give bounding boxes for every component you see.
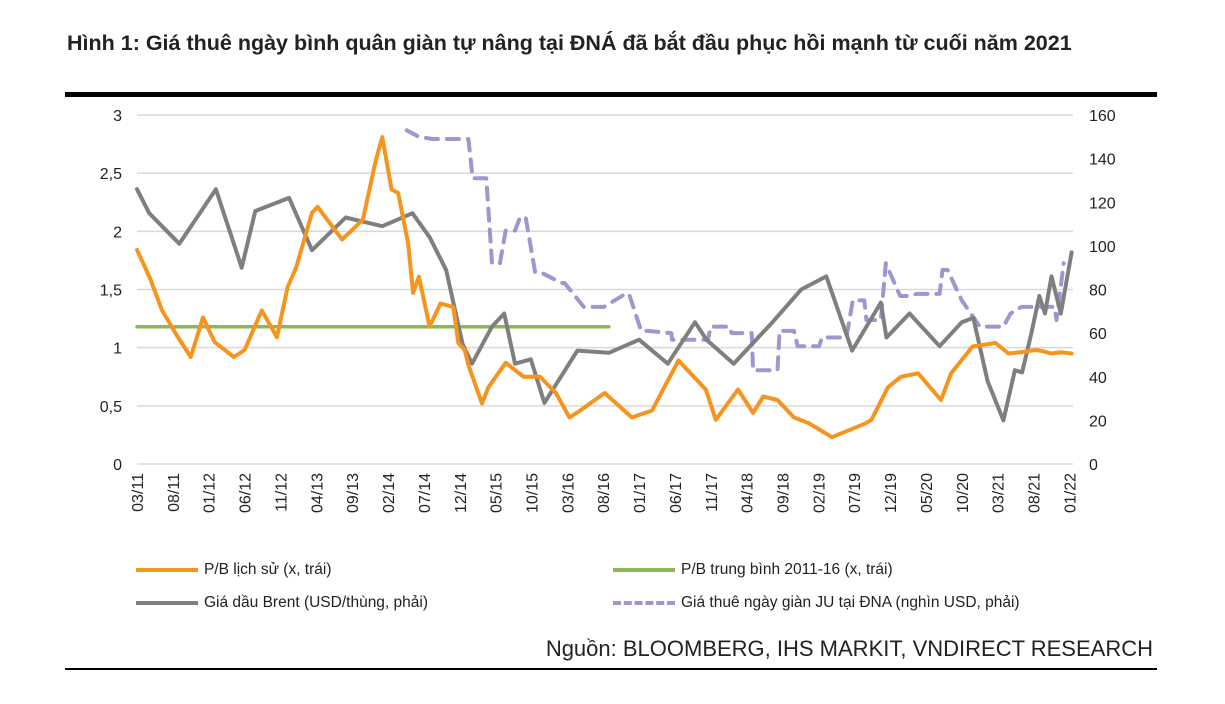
x-axis-tick-label: 01/17	[632, 473, 649, 513]
x-axis-tick-label: 05/15	[489, 473, 506, 513]
legend-label: P/B lịch sử (x, trái)	[204, 561, 332, 578]
right-axis-tick-label: 140	[1089, 152, 1116, 169]
right-axis-tick-label: 120	[1089, 195, 1116, 212]
x-axis-ticks: 03/11 08/11 01/12 06/12 11/12 04/13 09/13 02/14…	[130, 473, 1079, 513]
x-axis-tick-label: 12/19	[883, 473, 900, 513]
left-axis-tick-label: 2	[113, 224, 122, 241]
legend-item-brent: Giá dầu Brent (USD/thùng, phải)	[136, 594, 428, 612]
right-axis-tick-label: 80	[1089, 283, 1107, 300]
x-axis-tick-label: 07/19	[847, 473, 864, 513]
x-axis-tick-label: 03/21	[991, 473, 1008, 513]
x-axis-tick-label: 03/11	[130, 473, 147, 512]
x-axis-tick-label: 06/12	[238, 473, 255, 513]
right-axis-tick-label: 100	[1089, 239, 1116, 256]
x-axis-tick-label: 06/17	[668, 473, 685, 513]
x-axis-tick-label: 10/15	[524, 473, 541, 513]
x-axis-tick-label: 11/12	[273, 473, 290, 512]
legend-swatch-purple-dashed-line	[613, 601, 675, 605]
left-axis-tick-label: 0,5	[100, 399, 122, 416]
figure-title: Hình 1: Giá thuê ngày bình quân giàn tự …	[67, 31, 1072, 55]
x-axis-tick-label: 03/16	[560, 473, 577, 513]
legend-item-pb-average: P/B trung bình 2011-16 (x, trái)	[613, 561, 893, 579]
x-axis-tick-label: 01/12	[202, 473, 219, 513]
legend-label: Giá thuê ngày giàn JU tại ĐNA (nghìn USD…	[681, 594, 1020, 611]
x-axis-tick-label: 11/17	[704, 473, 721, 512]
left-axis-tick-label: 0	[113, 457, 122, 474]
gridlines	[137, 114, 1073, 465]
left-axis-tick-label: 2,5	[100, 166, 122, 183]
source-note: Nguồn: BLOOMBERG, IHS MARKIT, VNDIRECT R…	[545, 636, 1153, 661]
x-axis-tick-label: 09/18	[776, 473, 793, 513]
x-axis-tick-label: 02/19	[811, 473, 828, 513]
series-rig-rate-dashed-line	[404, 128, 1066, 373]
right-axis-tick-label: 40	[1089, 370, 1107, 387]
legend-swatch-gray-line	[136, 601, 198, 605]
x-axis-tick-label: 08/16	[596, 473, 613, 513]
x-axis-tick-label: 04/13	[309, 473, 326, 513]
x-axis-tick-label: 08/21	[1027, 473, 1044, 513]
x-axis-tick-label: 02/14	[381, 473, 398, 513]
bottom-divider	[65, 668, 1157, 670]
left-axis-tick-label: 1	[113, 341, 122, 358]
right-axis-ticks: 0 20 40 60 80 100 120 140 160	[1089, 108, 1116, 474]
left-axis-tick-label: 3	[113, 108, 122, 125]
title-divider	[65, 92, 1157, 97]
right-axis-tick-label: 0	[1089, 457, 1098, 474]
left-axis-ticks: 0 0,5 1 1,5 2 2,5 3	[100, 108, 122, 474]
x-axis-tick-label: 05/20	[919, 473, 936, 513]
legend-item-pb-history: P/B lịch sử (x, trái)	[136, 561, 332, 579]
right-axis-tick-label: 160	[1089, 108, 1116, 125]
x-axis-tick-label: 01/22	[1062, 473, 1079, 513]
right-axis-tick-label: 20	[1089, 413, 1107, 430]
x-axis-tick-label: 12/14	[453, 473, 470, 513]
left-axis-tick-label: 1,5	[100, 283, 122, 300]
legend-swatch-orange-line	[136, 568, 198, 572]
series-layer	[135, 128, 1074, 440]
legend-item-rig-rate: Giá thuê ngày giàn JU tại ĐNA (nghìn USD…	[613, 594, 1020, 612]
x-axis-tick-label: 07/14	[417, 473, 434, 513]
x-axis-tick-label: 10/20	[955, 473, 972, 513]
legend-swatch-green-line	[613, 568, 675, 572]
legend-label: Giá dầu Brent (USD/thùng, phải)	[204, 594, 429, 611]
legend-label: P/B trung bình 2011-16 (x, trái)	[681, 561, 893, 578]
x-axis-tick-label: 04/18	[740, 473, 757, 513]
x-axis-tick-label: 09/13	[345, 473, 362, 513]
right-axis-tick-label: 60	[1089, 326, 1107, 343]
x-axis-tick-label: 08/11	[166, 473, 183, 512]
series-pb-history-line	[135, 135, 1074, 440]
